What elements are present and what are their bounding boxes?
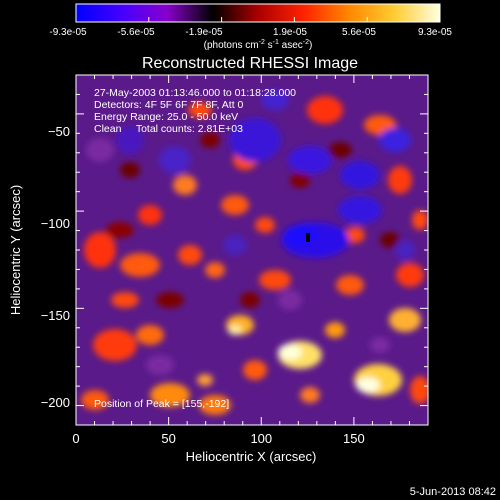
heatmap-blob — [410, 376, 428, 404]
heatmap-blob — [199, 395, 231, 415]
heatmap-blob — [173, 175, 197, 195]
heatmap-blob — [86, 138, 114, 162]
heatmap-blob — [380, 232, 400, 248]
heatmap-blob — [156, 292, 184, 308]
heatmap-blob — [111, 292, 139, 308]
annotation-energy-range: Energy Range: 25.0 - 50.0 keV — [94, 111, 238, 123]
heatmap-blob — [259, 270, 291, 290]
annotation-time-range: 27-May-2003 01:13:46.000 to 01:18:28.000 — [94, 87, 296, 99]
x-tick-label-100: 100 — [250, 431, 272, 446]
x-tick-label-150: 150 — [343, 431, 365, 446]
heatmap-blob — [388, 166, 412, 194]
heatmap-blob — [116, 126, 144, 154]
heatmap-blob — [255, 217, 275, 233]
heatmap-blob — [356, 377, 380, 393]
heatmap-blob — [81, 390, 109, 410]
footer-date: 5-Jun-2013 08:42 — [410, 486, 496, 498]
annotation-clean-counts: Clean Total counts: 2.81E+03 — [94, 123, 243, 135]
x-tick-label-50: 50 — [161, 431, 175, 446]
heatmap-blob — [228, 325, 242, 335]
colorbar-ticks — [75, 17, 441, 22]
heatmap-blob — [200, 132, 220, 148]
chart-title: Reconstructed RHESSI Image — [142, 55, 358, 72]
axes — [75, 74, 429, 426]
heatmap-blob — [379, 128, 411, 152]
peak-marker — [306, 233, 310, 242]
y-tick-label-200: −200 — [41, 395, 70, 410]
heatmap-blob — [223, 235, 247, 255]
heatmap-blob — [150, 383, 190, 407]
colorbar-tick-1: -5.6e-05 — [117, 27, 155, 38]
heatmap-blob — [84, 232, 116, 268]
heatmap-blob — [138, 205, 162, 225]
heatmap-blob — [370, 337, 390, 353]
colorbar-tick-2: -1.9e-05 — [185, 27, 223, 38]
heatmap-blob — [229, 118, 281, 162]
heatmap-blob — [188, 102, 212, 118]
heatmap-blob — [178, 245, 202, 265]
heatmap-blob — [389, 308, 421, 332]
heatmap-blob — [221, 195, 249, 215]
heatmap-blob — [205, 262, 225, 278]
heatmap-blob — [120, 253, 160, 277]
colorbar-tick-0: -9.3e-05 — [49, 27, 87, 38]
heatmap-blob — [261, 90, 289, 110]
heatmap-blob — [136, 325, 164, 345]
heatmap-blob — [278, 344, 302, 360]
x-axis-label: Heliocentric X (arcsec) — [186, 449, 317, 464]
heatmap-blob — [328, 142, 352, 158]
heatmap-blob — [412, 210, 428, 230]
y-tick-label-100: −100 — [41, 216, 70, 231]
heatmap-blob — [243, 360, 267, 380]
colorbar-tick-3: 1.9e-05 — [273, 27, 307, 38]
heatmap-blob — [278, 290, 302, 310]
heatmap-blob — [396, 263, 424, 287]
heatmap-blob — [120, 162, 140, 178]
heatmap-blob — [284, 225, 316, 245]
heatmap-blob — [338, 196, 382, 224]
annotation-detectors: Detectors: 4F 5F 6F 7F 8F, Att 0 — [94, 99, 244, 111]
y-tick-label-50: −50 — [48, 124, 70, 139]
heatmap-blob — [93, 329, 137, 361]
colorbar-unit-label: (photons cm-2 s-1 asec-2) — [204, 39, 313, 51]
heatmap-image — [76, 75, 428, 425]
heatmap-blob — [325, 322, 345, 338]
y-axis-label: Heliocentric Y (arcsec) — [8, 185, 23, 315]
heatmap-blob — [197, 374, 213, 386]
heatmap-blob — [146, 355, 174, 375]
heatmap-blob — [340, 161, 380, 189]
annotation-peak-position: Position of Peak = [155,-192] — [94, 398, 229, 410]
colorbar-tick-4: 5.6e-05 — [342, 27, 376, 38]
y-tick-label-150: −150 — [41, 308, 70, 323]
heatmap-blob — [336, 275, 364, 295]
heatmap-blob — [290, 172, 310, 188]
heatmap-blob — [240, 292, 260, 308]
x-tick-label-0: 0 — [72, 431, 79, 446]
colorbar-tick-5: 9.3e-05 — [418, 27, 452, 38]
heatmap-blob — [300, 387, 320, 403]
heatmap-blob — [307, 96, 343, 124]
colorbar — [75, 3, 441, 23]
heatmap-blob — [106, 222, 134, 238]
heatmap-blob — [345, 227, 365, 243]
heatmap-blob — [159, 146, 191, 174]
heatmap-blob — [395, 240, 415, 260]
heatmap-blob — [288, 146, 332, 174]
